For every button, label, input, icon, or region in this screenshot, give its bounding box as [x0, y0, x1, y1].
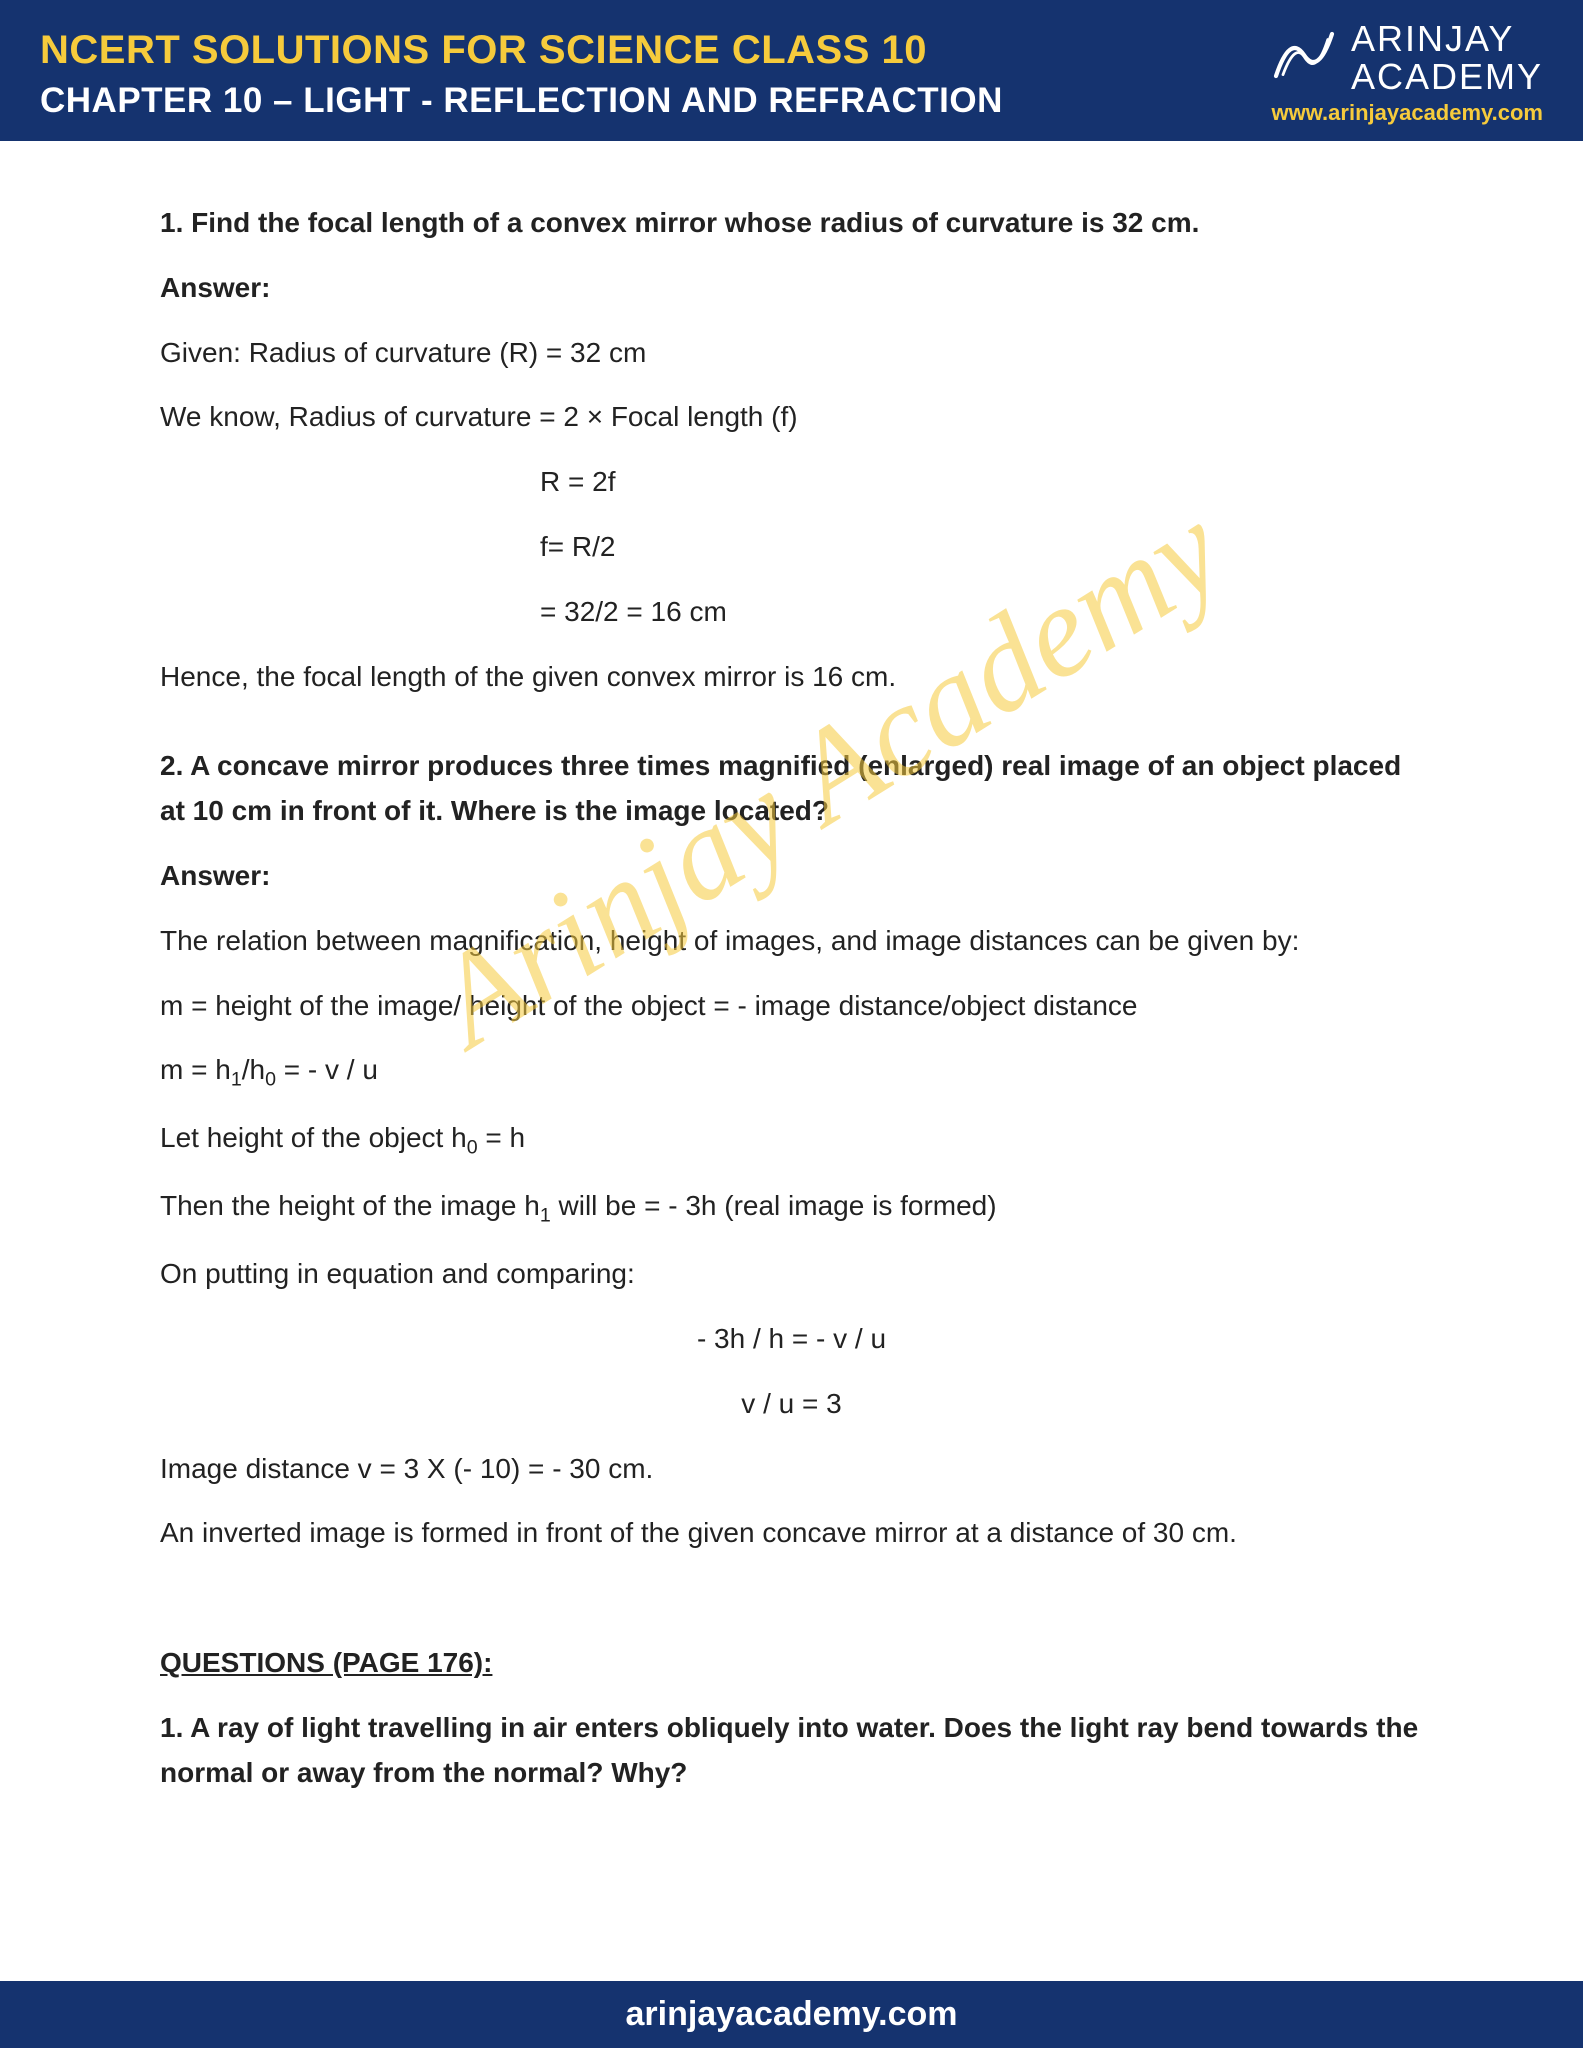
brand-name: ARINJAY ACADEMY	[1351, 20, 1543, 96]
brand-block: ARINJAY ACADEMY www.arinjayacademy.com	[1269, 20, 1543, 126]
q1-line1: Given: Radius of curvature (R) = 32 cm	[160, 331, 1423, 376]
q1-conclusion: Hence, the focal length of the given con…	[160, 655, 1423, 700]
brand-line2: ACADEMY	[1351, 56, 1543, 97]
q2-eq1: - 3h / h = - v / u	[160, 1317, 1423, 1362]
q2-line4: Let height of the object h0 = h	[160, 1116, 1423, 1164]
q1-eq2: f= R/2	[160, 525, 1423, 570]
q2-line5: Then the height of the image h1 will be …	[160, 1184, 1423, 1232]
q2-line2: m = height of the image/ height of the o…	[160, 984, 1423, 1029]
q1-answer-label: Answer:	[160, 266, 1423, 311]
q2-question: 2. A concave mirror produces three times…	[160, 744, 1423, 834]
brand-row: ARINJAY ACADEMY	[1269, 20, 1543, 96]
q2-line1: The relation between magnification, heig…	[160, 919, 1423, 964]
q1-eq3: = 32/2 = 16 cm	[160, 590, 1423, 635]
content-body: 1. Find the focal length of a convex mir…	[0, 141, 1583, 1856]
q2-line6: On putting in equation and comparing:	[160, 1252, 1423, 1297]
q2-line7: Image distance v = 3 X (- 10) = - 30 cm.	[160, 1447, 1423, 1492]
q2-eq2: v / u = 3	[160, 1382, 1423, 1427]
page-footer: arinjayacademy.com	[0, 1981, 1583, 2048]
q2-line3: m = h1/h0 = - v / u	[160, 1048, 1423, 1096]
brand-line1: ARINJAY	[1351, 18, 1514, 59]
q3-question: 1. A ray of light travelling in air ente…	[160, 1706, 1423, 1796]
q1-eq1: R = 2f	[160, 460, 1423, 505]
q1-question: 1. Find the focal length of a convex mir…	[160, 201, 1423, 246]
q2-conclusion: An inverted image is formed in front of …	[160, 1511, 1423, 1556]
page-header: NCERT SOLUTIONS FOR SCIENCE CLASS 10 CHA…	[0, 0, 1583, 141]
q2-answer-label: Answer:	[160, 854, 1423, 899]
section-heading: QUESTIONS (PAGE 176):	[160, 1641, 1423, 1686]
brand-url: www.arinjayacademy.com	[1269, 100, 1543, 126]
q1-line2: We know, Radius of curvature = 2 × Focal…	[160, 395, 1423, 440]
brand-logo-icon	[1269, 27, 1339, 88]
